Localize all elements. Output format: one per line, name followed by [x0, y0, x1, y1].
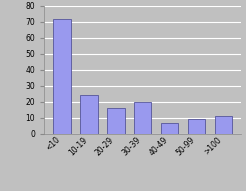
- Bar: [80, 95, 98, 134]
- Bar: [161, 122, 178, 134]
- Bar: [107, 108, 124, 134]
- Bar: [53, 19, 71, 134]
- Bar: [134, 102, 152, 134]
- Bar: [215, 116, 232, 134]
- Bar: [188, 119, 205, 134]
